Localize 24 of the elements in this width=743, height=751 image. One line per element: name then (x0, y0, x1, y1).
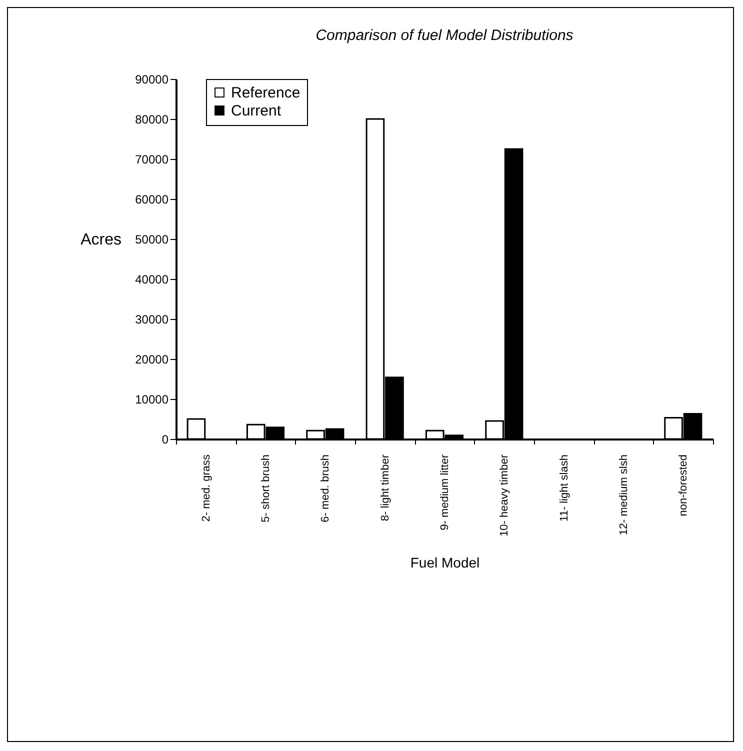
y-axis-title: Acres (80, 232, 122, 248)
y-tick-label: 80000 (135, 112, 169, 126)
x-tick-label: non-forested (678, 454, 690, 516)
y-tick-label: 60000 (135, 192, 169, 206)
y-tick-label: 20000 (135, 352, 169, 366)
x-tick-label: 5- short brush (260, 454, 272, 522)
y-tick-label: 90000 (135, 72, 169, 86)
y-tick-label: 10000 (135, 392, 169, 406)
x-tick-label: 8- light timber (379, 454, 392, 522)
x-tick-label: 12- medium slsh (618, 454, 630, 536)
y-tick-label: 70000 (135, 152, 169, 166)
x-tick-label: 2- med. grass (200, 454, 212, 522)
y-tick-label: 50000 (135, 232, 169, 246)
y-tick-label: 0 (162, 432, 169, 446)
chart-title: Comparison of fuel Model Distributions (316, 27, 574, 44)
y-tick-label: 40000 (135, 272, 169, 286)
x-tick-label: 9- medium litter (439, 454, 451, 530)
legend-label: Reference (231, 84, 300, 102)
y-tick-label: 30000 (135, 312, 169, 326)
x-tick-label: 11- light slash (558, 454, 570, 522)
x-tick-label: 10- heavy timber (498, 454, 511, 536)
x-tick-label: 6- med. brush (320, 454, 332, 522)
x-axis-title: Fuel Model (410, 554, 480, 570)
legend-label: Current (231, 102, 282, 120)
